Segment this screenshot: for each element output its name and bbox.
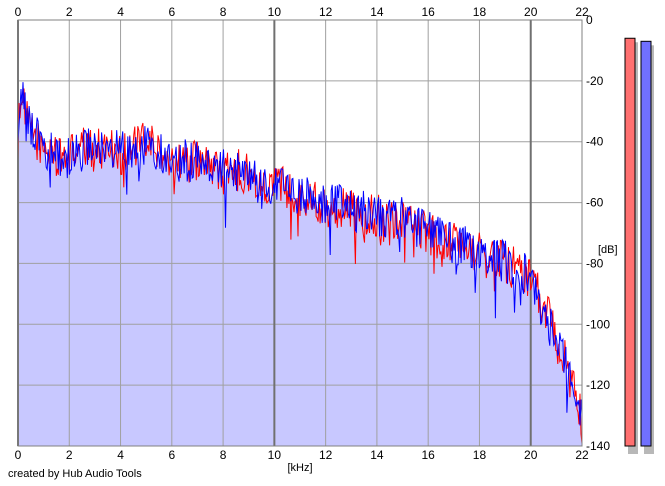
y-tick-label: -140 [586, 439, 610, 453]
x-tick-label-bottom: 12 [319, 448, 333, 462]
plot-frame [17, 19, 583, 447]
x-tick-label-bottom: 14 [370, 448, 384, 462]
x-tick-label-top: 10 [268, 5, 282, 19]
level-meter-0 [624, 37, 636, 447]
x-tick-label-bottom: 0 [15, 448, 22, 462]
y-tick-label: -120 [586, 378, 610, 392]
x-tick-label-top: 18 [473, 5, 487, 19]
x-tick-label-bottom: 8 [220, 448, 227, 462]
x-tick-label-bottom: 2 [66, 448, 73, 462]
x-tick-label-top: 0 [15, 5, 22, 19]
x-tick-label-top: 8 [220, 5, 227, 19]
x-tick-label-top: 4 [117, 5, 124, 19]
y-tick-label: -40 [586, 135, 604, 149]
x-tick-label-top: 20 [524, 5, 538, 19]
credit-text: created by Hub Audio Tools [8, 468, 142, 480]
x-tick-label-top: 2 [66, 5, 73, 19]
x-tick-label-top: 14 [370, 5, 384, 19]
spectrum-series-1 [17, 82, 583, 426]
x-tick-label-top: 12 [319, 5, 333, 19]
level-meter-1 [640, 40, 652, 447]
x-tick-label-bottom: 10 [268, 448, 282, 462]
y-tick-label: -100 [586, 317, 610, 331]
x-tick-label-bottom: 6 [168, 448, 175, 462]
spectrum-area-fill [18, 82, 582, 446]
x-tick-label-bottom: 18 [473, 448, 487, 462]
x-tick-label-bottom: 4 [117, 448, 124, 462]
x-tick-label-top: 22 [575, 5, 589, 19]
y-axis-label: [dB] [598, 244, 618, 256]
x-axis-label: [kHz] [287, 462, 312, 474]
x-tick-label-bottom: 20 [524, 448, 538, 462]
spectrum-series-0 [17, 88, 583, 444]
y-tick-label: -20 [586, 74, 604, 88]
y-tick-label: 0 [586, 13, 593, 27]
x-tick-label-top: 6 [168, 5, 175, 19]
y-tick-label: -60 [586, 196, 604, 210]
x-tick-label-top: 16 [422, 5, 436, 19]
x-tick-label-bottom: 16 [422, 448, 436, 462]
y-tick-label: -80 [586, 256, 604, 270]
x-tick-label-bottom: 22 [575, 448, 589, 462]
